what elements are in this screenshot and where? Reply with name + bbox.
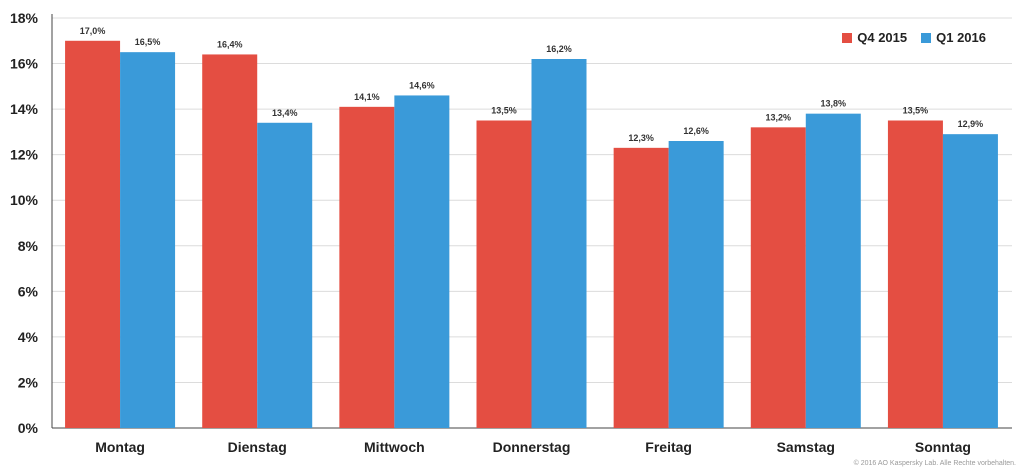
x-tick-label: Sonntag xyxy=(915,439,971,455)
y-tick-label: 14% xyxy=(10,101,39,117)
copyright-notice: © 2016 AO Kaspersky Lab. Alle Rechte vor… xyxy=(853,460,1016,467)
data-label: 14,6% xyxy=(409,80,435,90)
data-label: 12,3% xyxy=(628,133,654,143)
legend-item-q4-2015: Q4 2015 xyxy=(842,30,907,45)
y-tick-label: 12% xyxy=(10,147,39,163)
data-label: 16,5% xyxy=(135,37,161,47)
data-label: 14,1% xyxy=(354,92,380,102)
x-tick-label: Samstag xyxy=(777,439,835,455)
bar-q4-2015 xyxy=(613,147,669,429)
y-tick-label: 10% xyxy=(10,192,39,208)
y-tick-label: 18% xyxy=(10,10,39,26)
y-tick-label: 2% xyxy=(18,374,39,390)
x-tick-label: Donnerstag xyxy=(493,439,571,455)
x-tick-label: Montag xyxy=(95,439,145,455)
y-tick-label: 0% xyxy=(18,420,39,436)
x-tick-label: Mittwoch xyxy=(364,439,425,455)
bar-q4-2015 xyxy=(339,106,395,428)
legend-item-q1-2016: Q1 2016 xyxy=(921,30,986,45)
bar-q4-2015 xyxy=(202,54,258,428)
x-tick-label: Freitag xyxy=(645,439,692,455)
bar-q1-2016 xyxy=(942,134,998,428)
bar-q4-2015 xyxy=(887,120,943,428)
y-tick-label: 4% xyxy=(18,329,39,345)
x-tick-label: Dienstag xyxy=(228,439,287,455)
legend-swatch-q1-2016 xyxy=(921,32,932,43)
bar-q4-2015 xyxy=(65,40,121,429)
data-label: 16,4% xyxy=(217,39,243,49)
chart-legend: Q4 2015 Q1 2016 xyxy=(842,30,986,45)
data-label: 13,5% xyxy=(491,106,517,116)
data-label: 12,6% xyxy=(683,126,709,136)
bar-q1-2016 xyxy=(120,52,176,429)
data-label: 13,8% xyxy=(821,99,847,109)
data-label: 12,9% xyxy=(958,119,984,129)
data-label: 13,2% xyxy=(766,112,792,122)
bar-q1-2016 xyxy=(531,59,587,428)
legend-label-q4-2015: Q4 2015 xyxy=(857,30,908,45)
y-tick-label: 6% xyxy=(18,283,39,299)
bar-q1-2016 xyxy=(257,122,313,429)
y-tick-label: 16% xyxy=(10,56,39,72)
y-tick-label: 8% xyxy=(18,238,39,254)
bar-q4-2015 xyxy=(476,120,532,428)
legend-label-q1-2016: Q1 2016 xyxy=(936,30,986,45)
data-label: 16,2% xyxy=(546,44,572,54)
data-label: 17,0% xyxy=(80,26,106,36)
data-label: 13,4% xyxy=(272,108,298,118)
bar-q1-2016 xyxy=(668,141,724,428)
bar-q4-2015 xyxy=(750,127,806,428)
data-label: 13,5% xyxy=(903,106,929,116)
legend-swatch-q4-2015 xyxy=(842,32,853,43)
bar-q1-2016 xyxy=(805,113,861,429)
bar-q1-2016 xyxy=(394,95,450,428)
